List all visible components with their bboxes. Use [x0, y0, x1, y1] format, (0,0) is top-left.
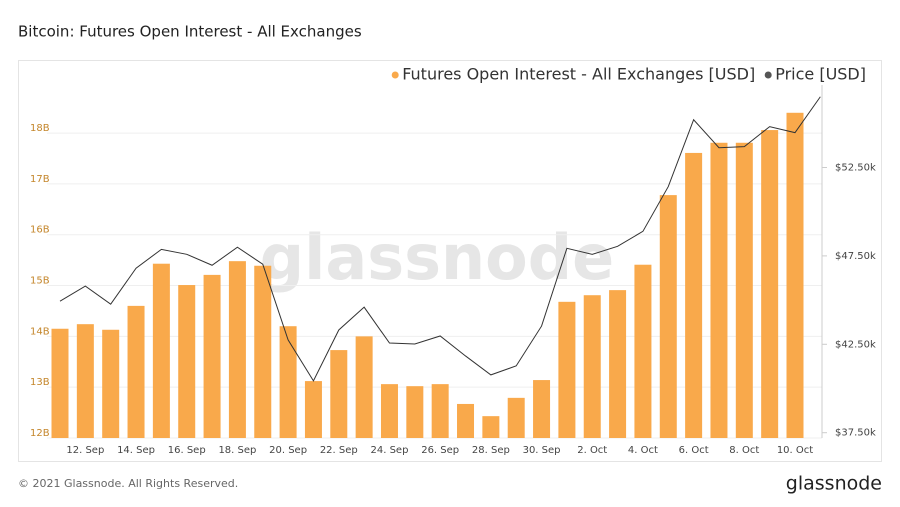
x-tick-label: 2. Oct	[577, 445, 607, 456]
x-tick-label: 16. Sep	[168, 445, 206, 456]
x-tick-label: 20. Sep	[269, 445, 307, 456]
bar	[685, 152, 703, 438]
bar	[254, 265, 272, 438]
x-tick-label: 14. Sep	[117, 445, 155, 456]
x-tick-label: 10. Oct	[777, 445, 813, 456]
copyright: © 2021 Glassnode. All Rights Reserved.	[18, 477, 238, 490]
bar	[634, 264, 652, 438]
y-tick-label: 16B	[30, 225, 50, 236]
x-tick-label: 26. Sep	[421, 445, 459, 456]
x-tick-label: 22. Sep	[320, 445, 358, 456]
y2-tick-label: $47.50k	[835, 251, 876, 262]
bar	[507, 397, 525, 438]
y-tick-label: 14B	[30, 326, 50, 337]
x-tick-label: 8. Oct	[729, 445, 759, 456]
bar	[786, 112, 804, 438]
logo: glassnode	[786, 473, 882, 495]
legend-marker	[391, 71, 399, 79]
x-tick-label: 28. Sep	[472, 445, 510, 456]
bar	[330, 350, 348, 438]
bar	[609, 290, 627, 438]
bar	[558, 301, 576, 438]
watermark: glassnode	[260, 221, 614, 294]
bar	[583, 295, 601, 438]
bar	[51, 328, 69, 438]
bar	[380, 384, 398, 438]
bar	[279, 326, 297, 438]
y-tick-label: 12B	[30, 428, 50, 439]
y-tick-label: 17B	[30, 174, 50, 185]
bar	[102, 329, 120, 438]
y2-tick-label: $42.50k	[835, 339, 876, 350]
bar	[431, 384, 449, 438]
x-tick-label: 4. Oct	[628, 445, 658, 456]
bar	[761, 130, 779, 438]
bar	[482, 416, 500, 438]
legend-label: Futures Open Interest - All Exchanges [U…	[402, 65, 755, 84]
y-tick-label: 15B	[30, 276, 50, 287]
bar	[355, 336, 373, 438]
bar	[710, 142, 728, 438]
bar	[228, 261, 246, 438]
bar	[735, 142, 753, 438]
bar	[152, 263, 170, 438]
price-line	[59, 96, 821, 382]
y2-tick-label: $37.50k	[835, 428, 876, 439]
bar	[178, 285, 196, 438]
bar	[203, 274, 221, 438]
bar	[76, 324, 94, 438]
bar	[406, 386, 424, 438]
bar	[304, 381, 322, 438]
legend-marker	[764, 71, 772, 79]
chart-title: Bitcoin: Futures Open Interest - All Exc…	[18, 23, 362, 41]
bar	[457, 403, 475, 438]
y-tick-label: 18B	[30, 123, 50, 134]
x-tick-label: 12. Sep	[66, 445, 104, 456]
legend-label: Price [USD]	[775, 65, 866, 84]
bar	[533, 380, 551, 438]
bar	[127, 305, 145, 438]
bar	[659, 195, 677, 438]
x-tick-label: 30. Sep	[523, 445, 561, 456]
y2-tick-label: $52.50k	[835, 162, 876, 173]
x-tick-label: 18. Sep	[218, 445, 256, 456]
y-tick-label: 13B	[30, 377, 50, 388]
x-tick-label: 6. Oct	[679, 445, 709, 456]
x-tick-label: 24. Sep	[371, 445, 409, 456]
